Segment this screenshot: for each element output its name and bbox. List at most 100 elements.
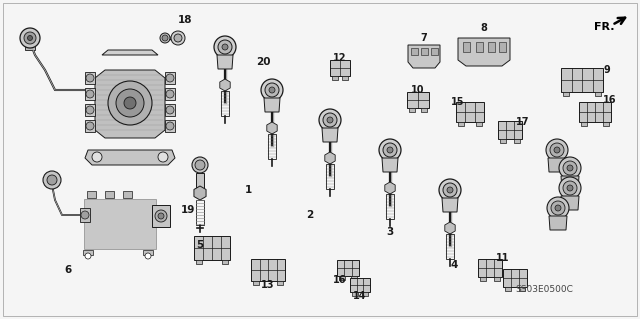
Circle shape — [166, 106, 174, 114]
Circle shape — [563, 181, 577, 195]
Circle shape — [92, 152, 102, 162]
Text: 8: 8 — [481, 23, 488, 33]
Polygon shape — [217, 55, 233, 69]
Circle shape — [86, 122, 94, 130]
Bar — [488, 42, 495, 52]
Circle shape — [20, 28, 40, 48]
Bar — [251, 259, 285, 281]
Circle shape — [547, 197, 569, 219]
Bar — [500, 139, 506, 143]
Bar — [84, 199, 156, 249]
Text: 13: 13 — [261, 280, 275, 290]
Bar — [476, 42, 483, 52]
Text: 7: 7 — [420, 33, 428, 43]
Circle shape — [265, 83, 279, 97]
Circle shape — [162, 35, 168, 41]
Circle shape — [261, 79, 283, 101]
Text: 15: 15 — [451, 97, 465, 107]
Bar — [603, 122, 609, 126]
Polygon shape — [165, 72, 175, 84]
Circle shape — [383, 143, 397, 157]
Circle shape — [155, 210, 167, 222]
Bar — [386, 194, 394, 219]
Bar — [80, 195, 160, 253]
Bar — [446, 234, 454, 259]
Circle shape — [559, 157, 581, 179]
Circle shape — [567, 185, 573, 191]
Circle shape — [269, 87, 275, 93]
Bar — [332, 76, 338, 80]
Bar — [143, 250, 153, 255]
Text: 2: 2 — [307, 210, 314, 220]
Polygon shape — [458, 38, 510, 66]
Circle shape — [158, 152, 168, 162]
Circle shape — [195, 160, 205, 170]
Polygon shape — [194, 186, 206, 200]
Bar — [222, 260, 228, 264]
Bar — [87, 191, 96, 198]
Bar — [409, 108, 415, 112]
Circle shape — [551, 201, 565, 215]
Circle shape — [567, 165, 573, 171]
Polygon shape — [85, 104, 95, 116]
Bar — [105, 191, 114, 198]
Bar — [362, 292, 368, 296]
Polygon shape — [220, 79, 230, 91]
Text: 16: 16 — [604, 95, 617, 105]
Circle shape — [116, 89, 144, 117]
Bar — [83, 250, 93, 255]
Polygon shape — [85, 72, 95, 84]
Circle shape — [81, 211, 89, 219]
Bar — [480, 277, 486, 281]
Circle shape — [166, 90, 174, 98]
Text: 6: 6 — [65, 265, 72, 275]
Circle shape — [158, 213, 164, 219]
Text: 12: 12 — [333, 53, 347, 63]
Bar — [519, 287, 525, 291]
Bar — [421, 108, 427, 112]
Bar — [339, 276, 345, 280]
Circle shape — [43, 171, 61, 189]
Circle shape — [85, 253, 91, 259]
Text: 18: 18 — [178, 15, 192, 25]
Circle shape — [171, 31, 185, 45]
Circle shape — [166, 122, 174, 130]
Polygon shape — [408, 45, 440, 68]
Bar — [253, 281, 259, 285]
Circle shape — [546, 139, 568, 161]
Bar — [505, 287, 511, 291]
Text: 4: 4 — [451, 260, 458, 270]
Bar — [407, 92, 429, 108]
Circle shape — [559, 177, 581, 199]
Bar — [595, 92, 601, 96]
Text: SS03E0500C: SS03E0500C — [515, 286, 573, 294]
Bar — [498, 121, 522, 139]
Bar — [337, 260, 359, 276]
Polygon shape — [264, 98, 280, 112]
Polygon shape — [549, 216, 567, 230]
Circle shape — [28, 35, 33, 41]
Bar — [458, 122, 464, 126]
Circle shape — [108, 81, 152, 125]
Text: 20: 20 — [256, 57, 270, 67]
Bar — [456, 102, 484, 122]
Polygon shape — [85, 88, 95, 100]
Bar — [196, 260, 202, 264]
Polygon shape — [442, 198, 458, 212]
Circle shape — [323, 113, 337, 127]
Circle shape — [439, 179, 461, 201]
Bar — [80, 208, 90, 222]
Bar — [563, 92, 569, 96]
Text: 3: 3 — [387, 227, 394, 237]
Text: 1: 1 — [244, 185, 252, 195]
Bar — [411, 48, 418, 55]
Circle shape — [86, 106, 94, 114]
Bar — [123, 191, 132, 198]
Circle shape — [218, 40, 232, 54]
Circle shape — [166, 74, 174, 82]
Bar — [494, 277, 500, 281]
Bar — [221, 91, 229, 116]
Text: 9: 9 — [604, 65, 611, 75]
Polygon shape — [267, 122, 277, 134]
Circle shape — [319, 109, 341, 131]
